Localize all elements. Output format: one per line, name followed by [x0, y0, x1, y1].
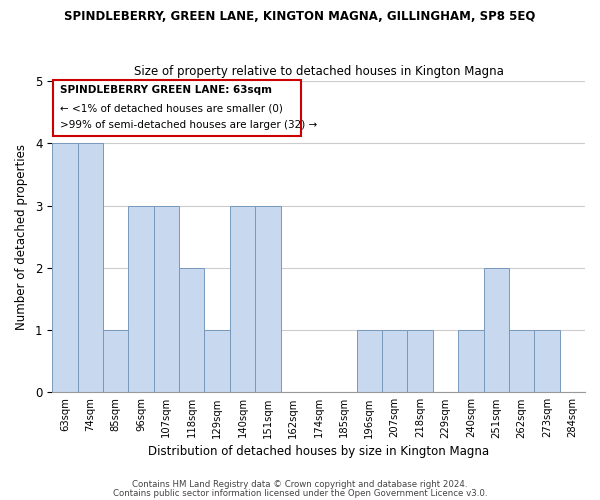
Text: Contains HM Land Registry data © Crown copyright and database right 2024.: Contains HM Land Registry data © Crown c…: [132, 480, 468, 489]
Bar: [103, 330, 128, 392]
Bar: [509, 330, 534, 392]
Text: >99% of semi-detached houses are larger (32) →: >99% of semi-detached houses are larger …: [60, 120, 317, 130]
Bar: [128, 206, 154, 392]
Title: Size of property relative to detached houses in Kington Magna: Size of property relative to detached ho…: [134, 66, 503, 78]
Text: Contains public sector information licensed under the Open Government Licence v3: Contains public sector information licen…: [113, 489, 487, 498]
FancyBboxPatch shape: [53, 80, 301, 136]
Bar: [77, 144, 103, 392]
Bar: [230, 206, 255, 392]
Y-axis label: Number of detached properties: Number of detached properties: [15, 144, 28, 330]
Bar: [407, 330, 433, 392]
Bar: [382, 330, 407, 392]
Text: ← <1% of detached houses are smaller (0): ← <1% of detached houses are smaller (0): [60, 104, 283, 114]
Text: SPINDLEBERRY GREEN LANE: 63sqm: SPINDLEBERRY GREEN LANE: 63sqm: [60, 85, 272, 95]
Bar: [154, 206, 179, 392]
Bar: [255, 206, 281, 392]
Bar: [179, 268, 205, 392]
Bar: [484, 268, 509, 392]
Bar: [356, 330, 382, 392]
X-axis label: Distribution of detached houses by size in Kington Magna: Distribution of detached houses by size …: [148, 444, 489, 458]
Text: SPINDLEBERRY, GREEN LANE, KINGTON MAGNA, GILLINGHAM, SP8 5EQ: SPINDLEBERRY, GREEN LANE, KINGTON MAGNA,…: [64, 10, 536, 23]
Bar: [458, 330, 484, 392]
Bar: [52, 144, 77, 392]
Bar: [205, 330, 230, 392]
Bar: [534, 330, 560, 392]
